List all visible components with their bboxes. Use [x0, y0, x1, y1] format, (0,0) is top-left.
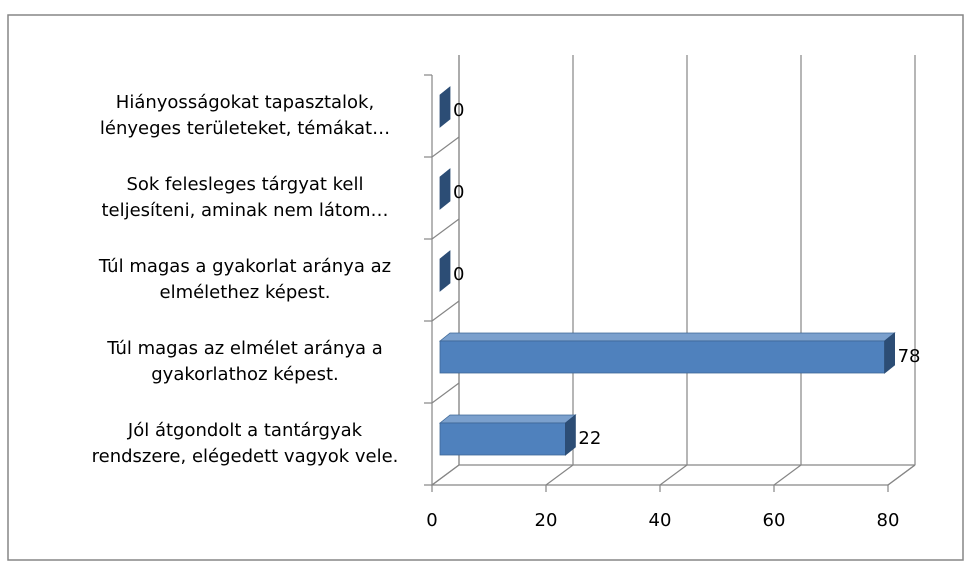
bar-side	[439, 86, 451, 128]
x-tick-label: 20	[535, 510, 558, 531]
y-tick-label: elmélethez képest.	[160, 282, 331, 303]
bar-side	[565, 414, 576, 456]
x-tick-label: 0	[426, 510, 437, 531]
bar-front	[439, 422, 566, 456]
y-tick-label: Túl magas az elmélet aránya a	[106, 338, 383, 359]
y-tick-label: rendszere, elégedett vagyok vele.	[92, 446, 399, 467]
bar	[439, 86, 451, 128]
bar-top	[438, 332, 896, 342]
value-label: 0	[453, 100, 464, 121]
y-tick-label: Jól átgondolt a tantárgyak	[127, 420, 363, 441]
floor-grid	[773, 464, 802, 486]
floor-grid	[659, 464, 688, 486]
value-label: 78	[898, 346, 921, 367]
x-tick-label: 40	[649, 510, 672, 531]
bar-top	[438, 414, 577, 424]
x-tick-label: 60	[763, 510, 786, 531]
floor-grid	[887, 464, 916, 486]
y-tick-label: lényeges területeket, témákat…	[100, 118, 390, 139]
wall-line	[431, 382, 460, 404]
x-tick-label: 80	[877, 510, 900, 531]
value-label: 0	[453, 264, 464, 285]
floor-grid	[431, 464, 460, 486]
wall-line	[431, 136, 460, 158]
floor-grid	[545, 464, 574, 486]
y-tick-label: Sok felesleges tárgyat kell	[126, 174, 363, 195]
y-tick-label: Hiányosságokat tapasztalok,	[116, 92, 374, 113]
bar-side	[884, 332, 895, 374]
bar	[439, 250, 451, 292]
y-tick-label: Túl magas a gyakorlat aránya az	[98, 256, 391, 277]
bar-front	[439, 340, 886, 374]
wall-line	[431, 218, 460, 240]
y-tick-label: gyakorlathoz képest.	[151, 364, 339, 385]
bar	[438, 332, 896, 374]
bar-side	[439, 168, 451, 210]
value-label: 22	[578, 428, 601, 449]
wall-line	[431, 300, 460, 322]
bar-side	[439, 250, 451, 292]
chart-border	[7, 14, 964, 561]
y-tick-label: teljesíteni, aminak nem látom…	[101, 200, 388, 221]
bar	[438, 414, 577, 456]
bar	[439, 168, 451, 210]
value-label: 0	[453, 182, 464, 203]
